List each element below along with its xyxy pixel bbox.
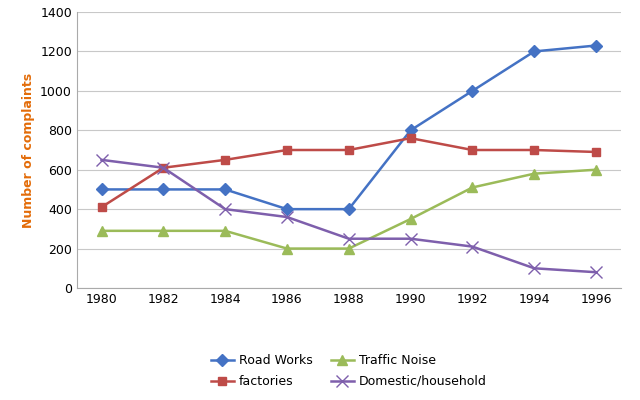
Domestic/household — [283, 215, 291, 220]
Line: Road Works: Road Works — [97, 41, 600, 213]
Line: Domestic/household: Domestic/household — [96, 154, 602, 278]
factories — [345, 148, 353, 152]
Domestic/household — [345, 236, 353, 241]
Road Works — [159, 187, 167, 192]
Domestic/household — [407, 236, 415, 241]
Traffic Noise — [407, 217, 415, 222]
Traffic Noise — [159, 228, 167, 233]
Road Works — [345, 207, 353, 212]
Road Works — [468, 88, 476, 93]
Line: factories: factories — [97, 134, 600, 211]
Traffic Noise — [592, 167, 600, 172]
Domestic/household — [159, 165, 167, 170]
Road Works — [592, 43, 600, 48]
Line: Traffic Noise: Traffic Noise — [97, 165, 601, 254]
factories — [98, 205, 106, 210]
Traffic Noise — [468, 185, 476, 190]
Road Works — [221, 187, 229, 192]
factories — [221, 158, 229, 162]
Legend: Road Works, factories, Traffic Noise, Domestic/household: Road Works, factories, Traffic Noise, Do… — [206, 350, 492, 393]
Domestic/household — [221, 207, 229, 212]
Domestic/household — [468, 244, 476, 249]
Domestic/household — [531, 266, 538, 271]
Traffic Noise — [283, 246, 291, 251]
factories — [468, 148, 476, 152]
Traffic Noise — [345, 246, 353, 251]
Traffic Noise — [221, 228, 229, 233]
factories — [283, 148, 291, 152]
Road Works — [283, 207, 291, 212]
Domestic/household — [592, 270, 600, 275]
Road Works — [98, 187, 106, 192]
Domestic/household — [98, 158, 106, 162]
Road Works — [407, 128, 415, 133]
Y-axis label: Number of complaints: Number of complaints — [22, 72, 35, 228]
factories — [407, 136, 415, 140]
factories — [159, 165, 167, 170]
factories — [531, 148, 538, 152]
Road Works — [531, 49, 538, 54]
factories — [592, 150, 600, 154]
Traffic Noise — [98, 228, 106, 233]
Traffic Noise — [531, 171, 538, 176]
